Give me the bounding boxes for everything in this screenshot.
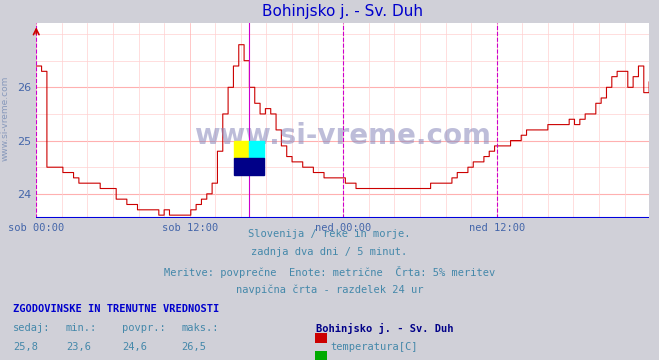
Title: Bohinjsko j. - Sv. Duh: Bohinjsko j. - Sv. Duh xyxy=(262,4,423,19)
Text: Bohinjsko j. - Sv. Duh: Bohinjsko j. - Sv. Duh xyxy=(316,323,454,334)
Text: 25,8: 25,8 xyxy=(13,342,38,352)
Text: Meritve: povprečne  Enote: metrične  Črta: 5% meritev: Meritve: povprečne Enote: metrične Črta:… xyxy=(164,266,495,278)
Bar xyxy=(235,158,264,175)
Text: maks.:: maks.: xyxy=(181,323,219,333)
Text: www.si-vreme.com: www.si-vreme.com xyxy=(194,122,491,150)
Text: ZGODOVINSKE IN TRENUTNE VREDNOSTI: ZGODOVINSKE IN TRENUTNE VREDNOSTI xyxy=(13,304,219,314)
Text: navpična črta - razdelek 24 ur: navpična črta - razdelek 24 ur xyxy=(236,285,423,295)
Text: min.:: min.: xyxy=(66,323,97,333)
Bar xyxy=(235,140,249,158)
Text: povpr.:: povpr.: xyxy=(122,323,165,333)
Text: 23,6: 23,6 xyxy=(66,342,91,352)
Text: sedaj:: sedaj: xyxy=(13,323,51,333)
Bar xyxy=(249,140,264,158)
Text: temperatura[C]: temperatura[C] xyxy=(331,342,418,352)
Text: zadnja dva dni / 5 minut.: zadnja dva dni / 5 minut. xyxy=(251,247,408,257)
Text: www.si-vreme.com: www.si-vreme.com xyxy=(1,76,10,162)
Text: 26,5: 26,5 xyxy=(181,342,206,352)
Text: Slovenija / reke in morje.: Slovenija / reke in morje. xyxy=(248,229,411,239)
Text: 24,6: 24,6 xyxy=(122,342,147,352)
